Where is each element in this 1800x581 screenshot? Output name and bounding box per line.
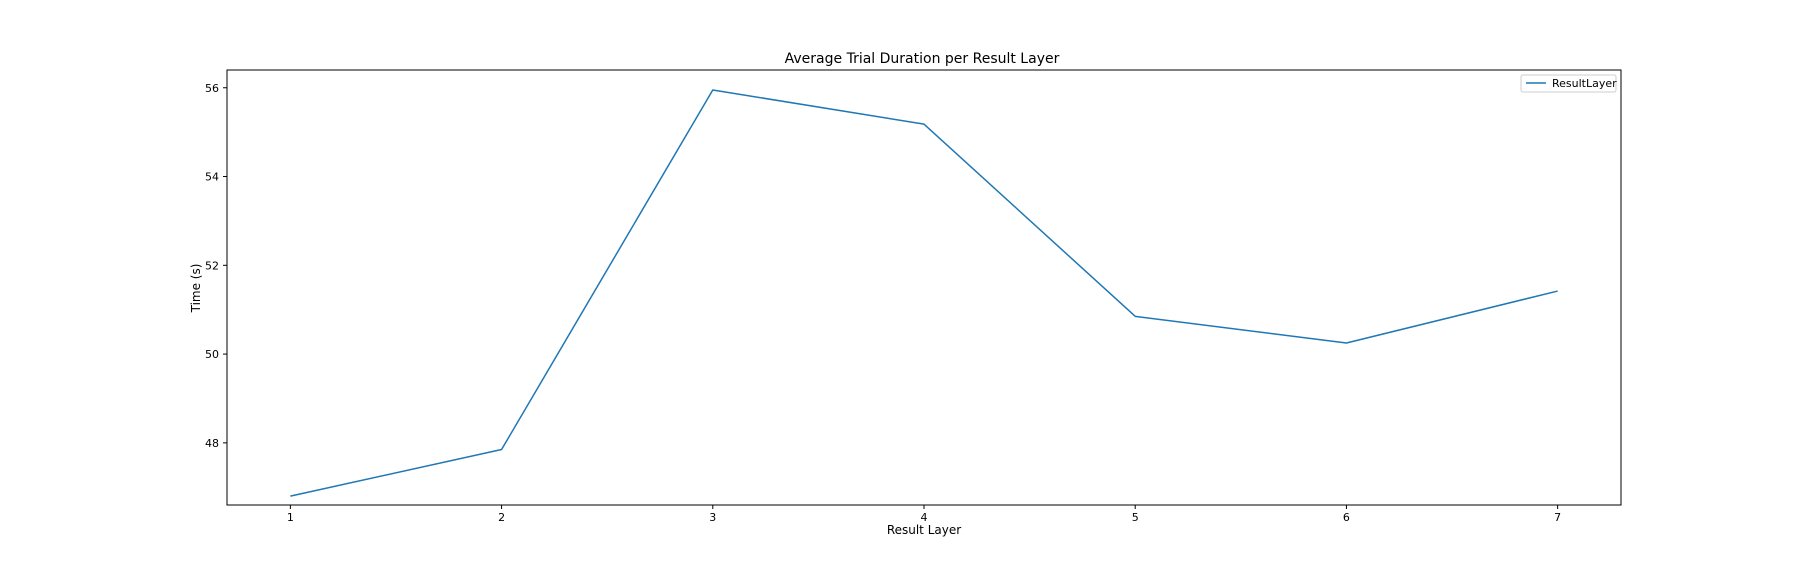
- chart-title: Average Trial Duration per Result Layer: [785, 51, 1060, 67]
- series-layer: [290, 90, 1557, 496]
- x-axis-label: Result Layer: [887, 523, 961, 537]
- y-axis-label: Time (s): [189, 264, 203, 314]
- y-tick-label: 54: [205, 171, 219, 184]
- series-line-resultlayer: [290, 90, 1557, 496]
- y-tick-label: 50: [205, 348, 219, 361]
- y-tick-label: 52: [205, 259, 219, 272]
- x-tick-label: 1: [287, 511, 294, 524]
- x-tick-label: 6: [1343, 511, 1350, 524]
- y-tick-label: 56: [205, 82, 219, 95]
- legend-entry-label: ResultLayer: [1552, 77, 1617, 90]
- plot-area-frame: [227, 70, 1621, 505]
- x-tick-label: 3: [709, 511, 716, 524]
- x-tick-label: 2: [498, 511, 505, 524]
- x-tick-label: 5: [1132, 511, 1139, 524]
- y-tick-label: 48: [205, 437, 219, 450]
- x-tick-label: 7: [1554, 511, 1561, 524]
- legend: ResultLayer: [1521, 75, 1617, 92]
- y-axis-ticks: 48 50 52 54 56: [205, 82, 227, 450]
